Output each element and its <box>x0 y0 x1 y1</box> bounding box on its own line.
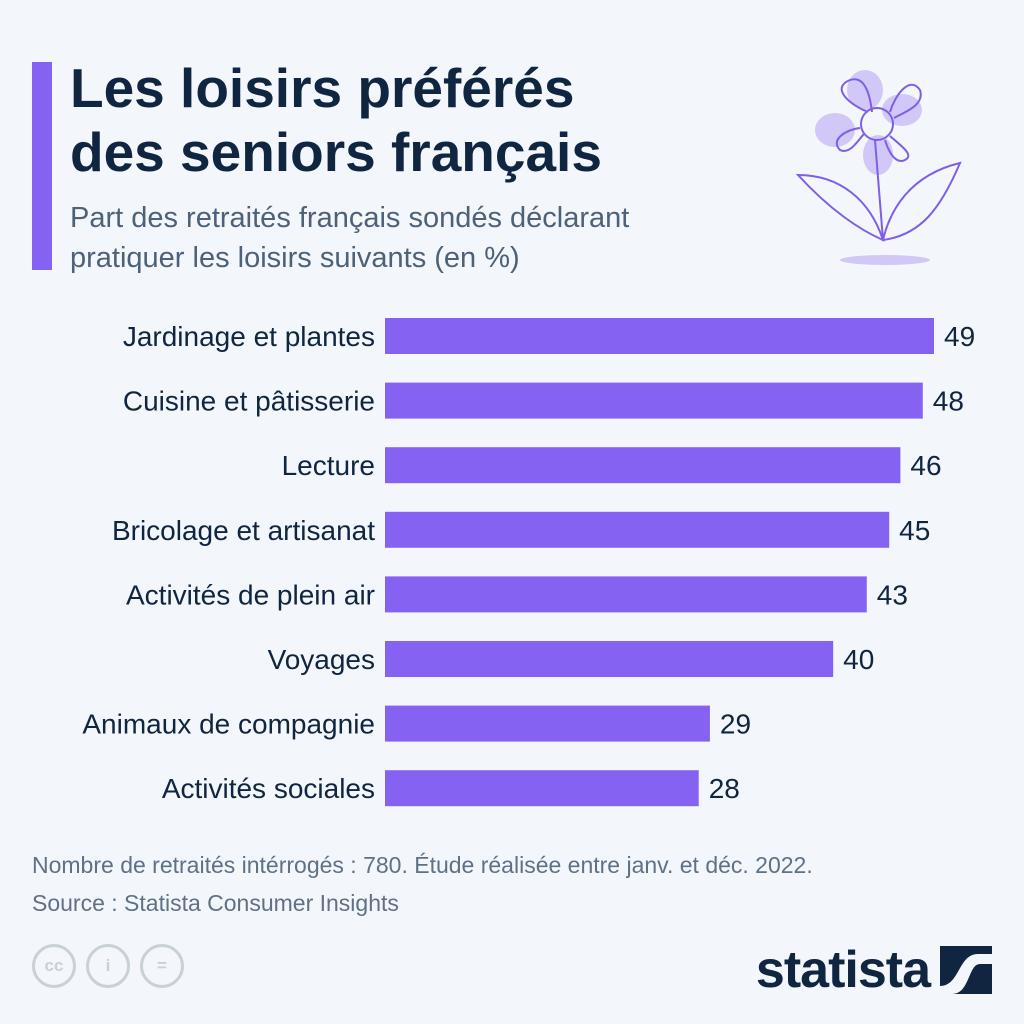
category-label: Lecture <box>282 450 375 481</box>
category-label: Cuisine et pâtisserie <box>123 386 375 417</box>
bar <box>385 705 710 742</box>
statista-logo[interactable]: statista <box>756 940 992 1000</box>
value-label: 46 <box>910 450 941 481</box>
title-line-1: Les loisirs préférés <box>70 57 575 119</box>
flower-icon <box>795 70 962 265</box>
sample-note: Nombre de retraités intérrogés : 780. Ét… <box>32 852 813 878</box>
value-label: 48 <box>933 386 964 417</box>
category-label: Animaux de compagnie <box>82 709 375 740</box>
title-accent-bar <box>32 62 52 270</box>
footnote: Nombre de retraités intérrogés : 780. Ét… <box>32 846 813 922</box>
chart-title: Les loisirs préférés des seniors français <box>70 56 770 184</box>
bar <box>385 318 934 354</box>
value-label: 40 <box>843 644 874 675</box>
category-label: Activités de plein air <box>126 579 375 610</box>
category-label: Activités sociales <box>162 773 375 804</box>
bar-chart: Jardinage et plantes 49 Cuisine et pâtisse… <box>82 318 975 807</box>
source-text: Source : Statista Consumer Insights <box>32 890 399 916</box>
bar <box>385 770 699 807</box>
bar <box>385 382 923 419</box>
value-label: 45 <box>899 515 930 546</box>
chart-subtitle: Part des retraités français sondés décla… <box>70 198 790 278</box>
no-derivatives-icon[interactable]: = <box>140 944 184 988</box>
category-label: Bricolage et artisanat <box>112 515 375 546</box>
logo-text: statista <box>755 941 931 999</box>
statista-logo-icon <box>940 946 992 994</box>
value-label: 43 <box>877 579 908 610</box>
subtitle-line-1: Part des retraités français sondés décla… <box>70 202 630 234</box>
bar <box>385 576 867 613</box>
bar <box>385 447 901 484</box>
attribution-icon[interactable]: i <box>86 944 130 988</box>
category-label: Voyages <box>268 644 375 675</box>
category-label: Jardinage et plantes <box>123 321 375 352</box>
license-icons: cc i = <box>32 944 184 988</box>
title-line-2: des seniors français <box>70 121 602 183</box>
cc-icon[interactable]: cc <box>32 944 76 988</box>
value-label: 49 <box>944 321 975 352</box>
bar <box>385 511 890 548</box>
bar <box>385 641 834 677</box>
value-label: 29 <box>720 709 751 740</box>
subtitle-line-2: pratiquer les loisirs suivants (en %) <box>70 242 520 274</box>
value-label: 28 <box>709 773 740 804</box>
